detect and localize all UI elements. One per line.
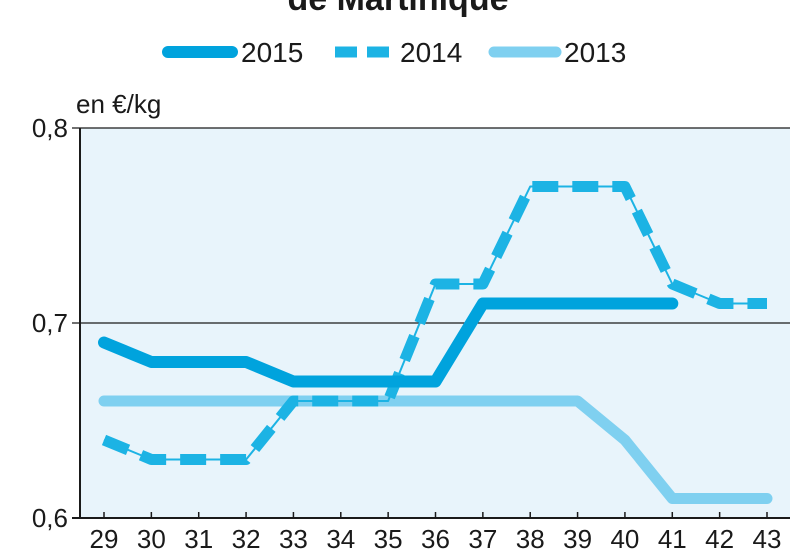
- y-axis-unit-label: en €/kg: [76, 89, 161, 119]
- x-tick-label: 40: [610, 524, 639, 550]
- series-line-2013: [98, 395, 773, 504]
- series-lines: [98, 181, 773, 504]
- chart-title: de Martinique: [287, 0, 508, 18]
- x-tick-label: 42: [705, 524, 734, 550]
- x-tick-label: 36: [421, 524, 450, 550]
- legend-label-2015: 2015: [241, 37, 303, 68]
- y-tick-label: 0,8: [32, 113, 68, 143]
- x-tick-label: 33: [279, 524, 308, 550]
- x-tick-label: 41: [658, 524, 687, 550]
- series-line-2015: [98, 297, 679, 388]
- x-axis: 29 30 31 32 33 34 35 36 37 38 39 40 41 42 43: [90, 512, 782, 550]
- x-tick-label: 31: [184, 524, 213, 550]
- y-tick-label: 0,6: [32, 503, 68, 533]
- x-tick-label: 39: [563, 524, 592, 550]
- gridlines: [72, 127, 790, 519]
- x-tick-label: 29: [90, 524, 119, 550]
- legend: 2015 2014 2013: [162, 37, 626, 68]
- x-tick-label: 37: [468, 524, 497, 550]
- legend-label-2014: 2014: [400, 37, 462, 68]
- y-tick-label: 0,7: [32, 308, 68, 338]
- series-line-2014: [101, 181, 767, 465]
- legend-label-2013: 2013: [564, 37, 626, 68]
- y-axis: 0,6 0,7 0,8: [32, 113, 68, 533]
- x-tick-label: 43: [753, 524, 782, 550]
- x-tick-label: 34: [326, 524, 355, 550]
- x-tick-label: 35: [374, 524, 403, 550]
- x-tick-label: 32: [232, 524, 261, 550]
- x-tick-label: 30: [137, 524, 166, 550]
- x-tick-label: 38: [516, 524, 545, 550]
